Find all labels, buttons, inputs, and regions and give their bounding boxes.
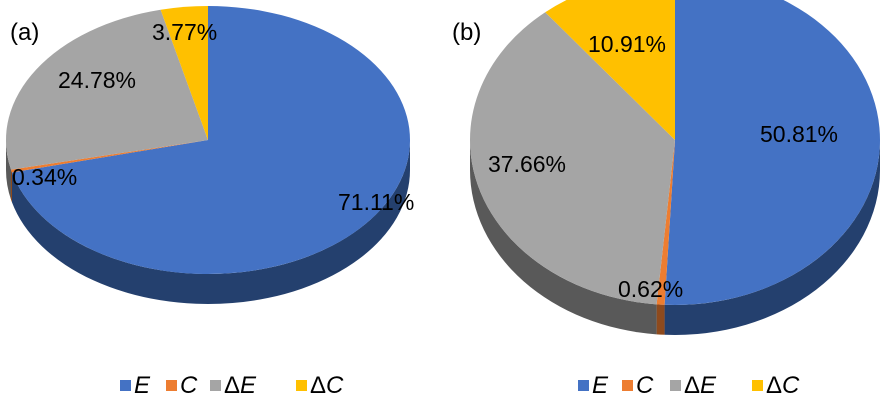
legend-label-dE: ΔE xyxy=(684,372,717,399)
legend: E C ΔE ΔC xyxy=(578,372,800,399)
slice-label-E: 50.81% xyxy=(760,121,838,147)
legend-label-E: E xyxy=(134,372,151,399)
pie-slice-dE xyxy=(470,12,675,305)
legend-swatch-E xyxy=(120,380,131,391)
slice-label-dE: 24.78% xyxy=(58,67,136,93)
pie-side-E xyxy=(664,140,880,335)
legend-swatch-C xyxy=(166,380,177,391)
legend-swatch-dE xyxy=(210,380,221,391)
legend-label-E: E xyxy=(592,372,609,399)
pie-side-E xyxy=(12,140,411,304)
panel-letter: (b) xyxy=(452,19,481,46)
legend-swatch-E xyxy=(578,380,589,391)
legend-swatch-dC xyxy=(296,380,307,391)
pie-sides xyxy=(6,140,411,304)
legend-label-dC: ΔC xyxy=(310,372,344,399)
slice-label-C: 0.62% xyxy=(618,276,683,302)
legend-swatch-dC xyxy=(752,380,763,391)
pie-side-dE xyxy=(6,140,12,200)
legend-label-dC: ΔC xyxy=(766,372,800,399)
legend-item-dC: ΔC xyxy=(752,372,800,399)
pie-chart-a: 71.11% 0.34% 24.78% 3.77% (a) E C ΔE ΔC xyxy=(6,6,414,399)
legend-swatch-dE xyxy=(670,380,681,391)
pie-chart-b: 50.81% 0.62% 37.66% 10.91% (b) E C ΔE ΔC xyxy=(452,0,881,399)
pie-slice-dC xyxy=(545,0,675,140)
pie-slice-dC xyxy=(160,6,208,140)
legend-item-E: E xyxy=(578,372,609,399)
pie-side-C xyxy=(11,169,13,203)
pie-slices xyxy=(470,0,881,305)
legend-label-dE: ΔE xyxy=(224,372,257,399)
pie-slices xyxy=(6,6,411,274)
slice-label-dC: 3.77% xyxy=(152,19,217,45)
pie-slice-C xyxy=(656,140,675,305)
slice-label-dC: 10.91% xyxy=(588,31,666,57)
legend-item-C: C xyxy=(622,372,654,399)
slice-label-E: 71.11% xyxy=(338,189,414,215)
slice-label-C: 0.34% xyxy=(12,164,77,190)
pie-sides xyxy=(470,140,880,335)
pie-slice-E xyxy=(664,0,881,305)
legend-item-dC: ΔC xyxy=(296,372,344,399)
legend-item-C: C xyxy=(166,372,198,399)
legend-label-C: C xyxy=(180,372,198,399)
panel-letter: (a) xyxy=(10,19,39,46)
legend-swatch-C xyxy=(622,380,633,391)
pie-slice-dE xyxy=(6,9,208,170)
pie-slice-C xyxy=(11,140,208,173)
pie-slice-E xyxy=(12,6,411,274)
legend-item-E: E xyxy=(120,372,151,399)
legend-label-C: C xyxy=(636,372,654,399)
pie-side-C xyxy=(656,304,665,335)
legend: E C ΔE ΔC xyxy=(120,372,344,399)
legend-item-dE: ΔE xyxy=(670,372,717,399)
slice-label-dE: 37.66% xyxy=(488,151,566,177)
legend-item-dE: ΔE xyxy=(210,372,257,399)
pie-side-dE xyxy=(470,140,657,335)
